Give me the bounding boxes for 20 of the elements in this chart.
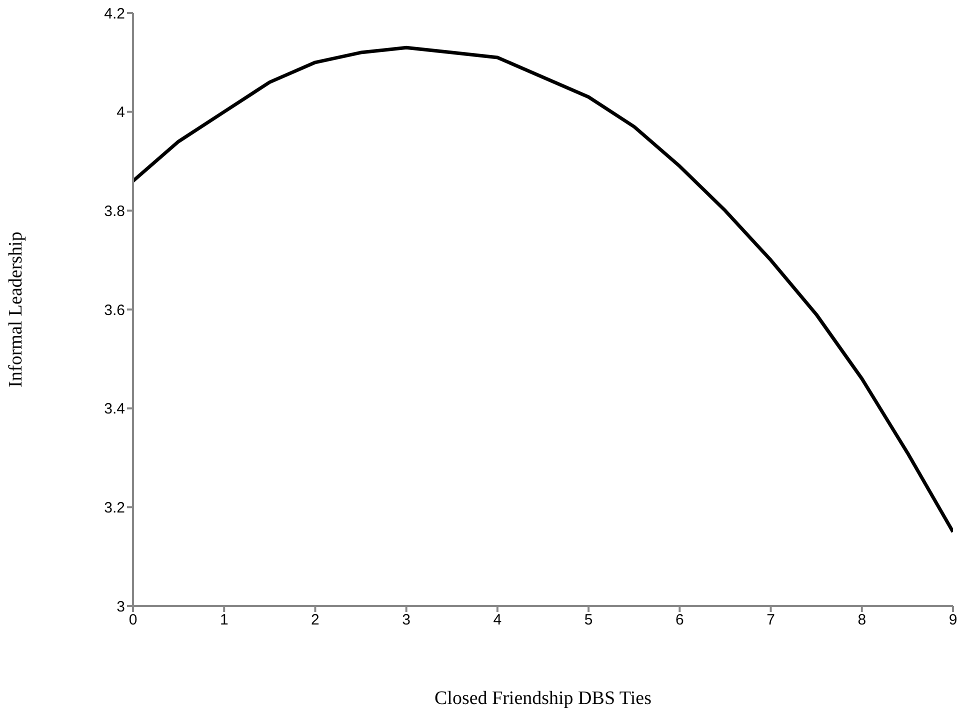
y-tick-label: 3.6 <box>104 302 125 319</box>
x-tick-label: 3 <box>402 612 411 629</box>
x-tick-label: 8 <box>858 612 866 629</box>
y-tick-label: 3.2 <box>104 499 125 516</box>
x-tick-label: 2 <box>311 612 320 629</box>
line-series <box>133 46 953 534</box>
y-axis-title: Informal Leadership <box>6 232 27 388</box>
y-tick-label: 4.2 <box>104 5 125 22</box>
x-tick-label: 6 <box>675 612 684 629</box>
x-tick-label: 9 <box>948 612 958 629</box>
y-tick-label: 4 <box>116 104 125 122</box>
x-tick-label: 5 <box>584 612 593 629</box>
x-axis-title: Closed Friendship DBS Ties <box>434 688 652 709</box>
y-tick-label: 3.4 <box>104 400 125 418</box>
x-tick-label: 1 <box>220 612 228 629</box>
x-tick-label: 7 <box>766 612 775 629</box>
y-tick-label: 3.8 <box>104 202 125 220</box>
x-tick-label: 4 <box>493 612 502 629</box>
x-tick-label: 0 <box>128 612 138 629</box>
y-tick-label: 3 <box>116 598 125 616</box>
